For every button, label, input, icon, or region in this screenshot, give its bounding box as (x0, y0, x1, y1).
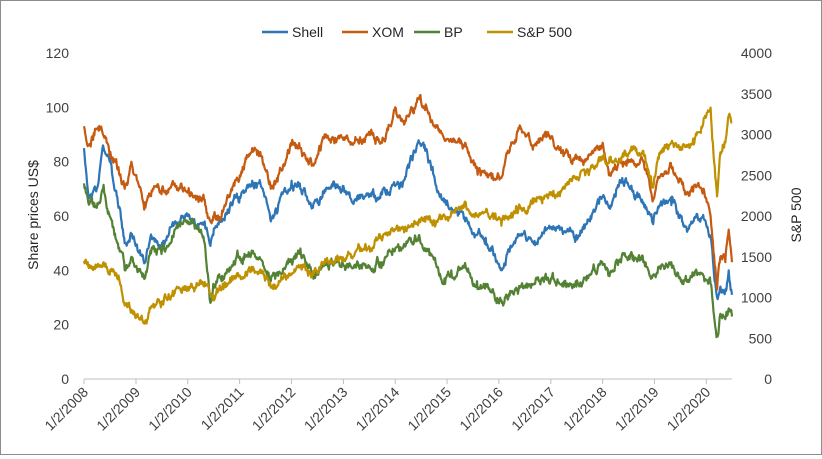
x-tick-label: 1/2/2014 (352, 384, 402, 434)
left-y-tick-label: 60 (53, 208, 69, 224)
legend-label-sandp-500: S&P 500 (517, 24, 572, 40)
x-tick-label: 1/2/2016 (456, 384, 506, 434)
legend-label-xom: XOM (372, 24, 404, 40)
right-y-tick-label: 3500 (741, 86, 772, 102)
x-tick-label: 1/2/2019 (612, 384, 662, 434)
x-tick-label: 1/2/2010 (145, 384, 195, 434)
right-y-tick-label: 4000 (741, 45, 772, 61)
x-tick-label: 1/2/2008 (41, 384, 91, 434)
right-y-tick-label: 2500 (741, 167, 772, 183)
left-y-tick-label: 100 (46, 99, 70, 115)
series-line-sandp-500 (82, 106, 733, 325)
legend-label-bp: BP (444, 24, 463, 40)
legend-label-shell: Shell (292, 24, 323, 40)
x-axis-ticks: 1/2/2008 1/2/2009 1/2/2010 1/2/2011 1/2/2012… (41, 379, 714, 434)
series-line-xom (82, 93, 734, 291)
series-line-bp (82, 183, 734, 339)
left-y-axis-title: Share prices US$ (25, 160, 41, 270)
left-y-tick-label: 120 (46, 45, 70, 61)
x-tick-label: 1/2/2020 (664, 384, 714, 434)
left-y-tick-label: 0 (61, 371, 69, 387)
x-tick-label: 1/2/2015 (404, 384, 454, 434)
x-tick-label: 1/2/2011 (198, 384, 247, 433)
right-y-tick-label: 2000 (741, 208, 772, 224)
x-tick-label: 1/2/2012 (249, 384, 299, 434)
left-y-axis-ticks: 0 20 40 60 80 100 120 (46, 45, 70, 387)
right-y-tick-label: 1000 (741, 290, 772, 306)
right-y-tick-label: 1500 (741, 249, 772, 265)
right-y-tick-label: 0 (764, 371, 772, 387)
left-y-tick-label: 40 (53, 262, 69, 278)
right-y-axis-title: S&P 500 (788, 187, 804, 242)
x-tick-label: 1/2/2013 (301, 384, 351, 434)
series-lines (82, 93, 734, 339)
right-y-tick-label: 3000 (741, 127, 772, 143)
right-y-axis-ticks: 0 500 1000 1500 2000 2500 3000 3500 4000 (741, 45, 772, 387)
left-y-tick-label: 20 (53, 317, 69, 333)
legend: Shell XOM BP S&P 500 (262, 24, 572, 40)
x-tick-label: 1/2/2018 (560, 384, 610, 434)
left-y-tick-label: 80 (53, 154, 69, 170)
x-tick-label: 1/2/2017 (508, 384, 558, 434)
right-y-tick-label: 500 (749, 330, 773, 346)
x-tick-label: 1/2/2009 (93, 384, 143, 434)
